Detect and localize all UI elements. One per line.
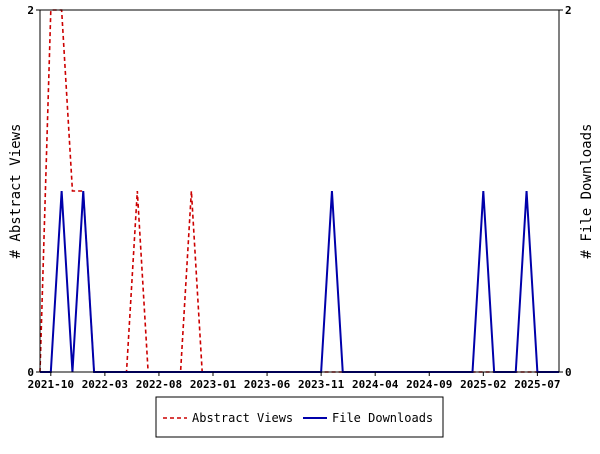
x-tick-label: 2023-06 bbox=[244, 378, 291, 391]
x-tick-label: 2022-08 bbox=[136, 378, 182, 391]
y-left-tick-label: 2 bbox=[27, 4, 34, 17]
plot-layer bbox=[39, 9, 559, 373]
y-left-tick-label: 0 bbox=[27, 366, 34, 379]
y-axis-right-title: # File Downloads bbox=[579, 124, 595, 259]
y-right-tick-label: 0 bbox=[565, 366, 572, 379]
legend-label-file-downloads: File Downloads bbox=[332, 411, 433, 425]
legend-label-abstract-views: Abstract Views bbox=[192, 411, 293, 425]
x-tick-label: 2024-04 bbox=[352, 378, 399, 391]
x-tick-label: 2025-02 bbox=[460, 378, 506, 391]
x-tick-label: 2023-11 bbox=[298, 378, 345, 391]
series-line-file-downloads bbox=[40, 190, 559, 373]
y-right-tick-label: 2 bbox=[565, 4, 572, 17]
plot-frame bbox=[39, 9, 560, 373]
x-tick-label: 2024-09 bbox=[406, 378, 452, 391]
x-tick-label: 2022-03 bbox=[82, 378, 128, 391]
legend-box bbox=[155, 396, 444, 438]
series-line-abstract-views bbox=[39, 9, 559, 373]
x-tick-label: 2025-07 bbox=[514, 378, 560, 391]
x-tick-label: 2021-10 bbox=[28, 378, 74, 391]
y-axis-left-title: # Abstract Views bbox=[8, 124, 24, 259]
x-tick-label: 2023-01 bbox=[190, 378, 237, 391]
axes-layer: 2021-10 2022-03 2022-08 2023-01 2023-06 2023-… bbox=[8, 4, 595, 391]
legend: Abstract Views File Downloads bbox=[155, 396, 444, 438]
